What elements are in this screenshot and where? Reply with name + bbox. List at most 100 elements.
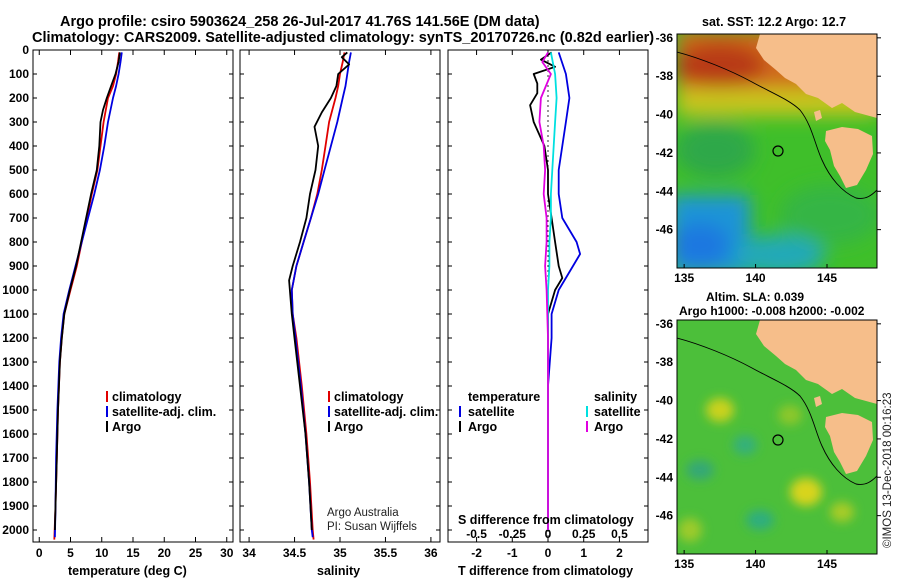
sla-field-shading <box>678 398 854 542</box>
sla-anomaly <box>790 478 822 506</box>
sla-map <box>677 320 877 554</box>
legend-label-sal-satellite: satellite <box>594 405 641 419</box>
depth-tick-label: 800 <box>9 235 29 249</box>
series-line-climatology <box>53 52 121 540</box>
temperature-xlabel: temperature (deg C) <box>68 564 187 578</box>
x-top-tick-label: 0.25 <box>572 527 596 541</box>
sla-anomaly <box>746 510 774 530</box>
series-line-argo <box>54 52 121 531</box>
sst-map-axes: 135 140 145 -36 -38 -40 -42 -44 -46 <box>656 31 881 285</box>
sla-shelf-contour <box>677 337 877 485</box>
depth-tick-label: 1200 <box>2 331 29 345</box>
difference-xlabel-top: S difference from climatology <box>458 513 634 527</box>
sla-tasmania <box>825 413 873 474</box>
legend-title-temperature: temperature <box>468 390 540 404</box>
map-x-tick-label: 140 <box>746 557 766 571</box>
map-y-tick-label: -38 <box>656 69 674 83</box>
sla-anomaly <box>678 518 702 542</box>
sla-anomaly <box>733 435 757 455</box>
x-tick-label: 5 <box>67 546 74 560</box>
series-line-satellite-adj-clim- <box>290 52 352 538</box>
depth-tick-label: 1000 <box>2 283 29 297</box>
depth-tick-label: 1900 <box>2 499 29 513</box>
sst-map <box>677 34 877 268</box>
depth-tick-label: 2000 <box>2 523 29 537</box>
header-line-1: Argo profile: csiro 5903624_258 26-Jul-2… <box>60 14 540 30</box>
depth-tick-label: 1600 <box>2 427 29 441</box>
map-x-tick-label: 145 <box>817 557 837 571</box>
credit-argo-australia: Argo Australia <box>327 507 399 519</box>
temperature-panel-frame <box>32 49 234 543</box>
legend-label-climatology: climatology <box>334 390 404 404</box>
difference-legend: temperature satellite Argo salinity sate… <box>459 390 641 434</box>
sst-blue-deep <box>677 223 730 267</box>
legend-label-argo: Argo <box>112 420 142 434</box>
x-tick-label: 0 <box>36 546 43 560</box>
sst-warm-core <box>677 43 765 87</box>
x-tick-label: 30 <box>220 546 234 560</box>
series-line-temperature-satellite <box>547 52 581 530</box>
map-y-tick-label: -46 <box>656 223 674 237</box>
series-line-satellite-adj-clim- <box>54 52 123 538</box>
depth-tick-label: 1300 <box>2 355 29 369</box>
sla-map-axes: 135 140 145 -36 -38 -40 -42 -44 -46 <box>656 317 881 571</box>
sla-map-subtitle: Argo h1000: -0.008 h2000: -0.002 <box>679 304 865 318</box>
depth-tick-label: 600 <box>9 187 29 201</box>
map-y-tick-label: -40 <box>656 394 674 408</box>
depth-tick-label: 100 <box>9 67 29 81</box>
x-tick-label: 25 <box>189 546 203 560</box>
map-y-tick-label: -36 <box>656 317 674 331</box>
difference-xlabel: T difference from climatology <box>458 564 633 578</box>
depth-tick-label: 900 <box>9 259 29 273</box>
map-x-tick-label: 140 <box>746 271 766 285</box>
x-tick-label: 0 <box>545 546 552 560</box>
salinity-panel-frame <box>239 49 441 543</box>
sst-green-west <box>677 122 755 178</box>
legend-label-climatology: climatology <box>112 390 182 404</box>
x-tick-label: 20 <box>158 546 172 560</box>
credit-pi: PI: Susan Wijffels <box>327 521 417 533</box>
x-tick-label: 10 <box>95 546 109 560</box>
sst-green-east <box>780 185 877 245</box>
x-tick-label: 36 <box>424 546 438 560</box>
sst-map-frame <box>676 33 878 269</box>
x-top-tick-label: -0.5 <box>466 527 487 541</box>
x-tick-label: 15 <box>126 546 140 560</box>
argo-position-marker <box>772 145 784 157</box>
x-tick-label: 1 <box>580 546 587 560</box>
series-line-argo <box>288 51 351 531</box>
x-top-tick-label: 0.5 <box>611 527 628 541</box>
map-y-tick-label: -42 <box>656 146 674 160</box>
depth-tick-label: 300 <box>9 115 29 129</box>
difference-series <box>529 51 581 530</box>
salinity-xlabel: salinity <box>317 564 360 578</box>
depth-tick-label: 0 <box>22 43 29 57</box>
depth-tick-label: 1400 <box>2 379 29 393</box>
series-line-salinity-argo <box>538 51 552 530</box>
sst-shelf-contour <box>677 51 877 199</box>
sst-tasmania <box>825 127 873 188</box>
depth-tick-label: 700 <box>9 211 29 225</box>
map-x-tick-label: 135 <box>674 557 694 571</box>
x-tick-label: 35 <box>333 546 347 560</box>
legend-label-satellite: satellite-adj. clim. <box>112 405 216 419</box>
temperature-x-axis: 0 5 10 15 20 25 30 <box>36 50 234 560</box>
map-y-tick-label: -36 <box>656 31 674 45</box>
imos-credit: ©IMOS 13-Dec-2018 00:16:23 <box>882 392 894 548</box>
sst-king-island <box>814 110 822 121</box>
sla-map-frame <box>676 319 878 555</box>
depth-tick-label: 400 <box>9 139 29 153</box>
legend-label-satellite: satellite-adj. clim. <box>334 405 438 419</box>
sla-map-title: Altim. SLA: 0.039 <box>706 290 804 304</box>
temperature-series <box>53 52 123 540</box>
depth-tick-label: 1700 <box>2 451 29 465</box>
legend-label-sal-argo: Argo <box>594 420 624 434</box>
depth-tick-label: 1100 <box>3 307 29 321</box>
legend-title-salinity: salinity <box>594 390 637 404</box>
sla-anomaly <box>706 398 734 422</box>
map-y-tick-label: -38 <box>656 355 674 369</box>
map-y-tick-label: -44 <box>656 184 674 198</box>
map-x-tick-label: 145 <box>817 271 837 285</box>
header-line-2: Climatology: CARS2009. Satellite-adjuste… <box>32 30 654 46</box>
